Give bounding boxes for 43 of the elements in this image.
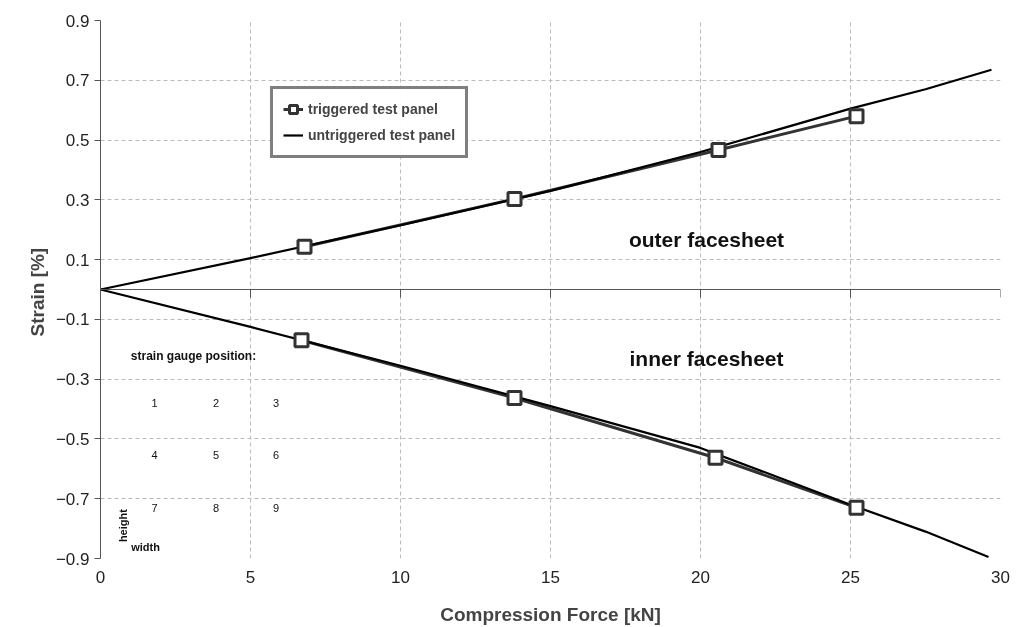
- legend-label: untriggered test panel: [308, 127, 456, 143]
- x-tick-label: 20: [691, 567, 710, 587]
- annotation: height: [117, 508, 129, 543]
- annotation: 6: [272, 448, 280, 461]
- y-tick-label: −0.1: [55, 310, 90, 330]
- y-tick-label: −0.3: [55, 370, 90, 390]
- y-tick-label: −0.7: [55, 489, 90, 509]
- annotation: strain gauge position:: [130, 349, 257, 364]
- y-axis-title: Strain [%]: [26, 247, 48, 337]
- annotation: 2: [212, 397, 220, 410]
- x-tick-label: 25: [841, 567, 860, 587]
- point: [293, 332, 310, 349]
- legend-label: triggered test panel: [308, 101, 438, 117]
- y-tick-label: 0.3: [65, 190, 90, 210]
- point: [296, 238, 313, 255]
- point: [506, 390, 523, 406]
- y-tick-label: 0.1: [65, 250, 90, 270]
- annotation: 1: [151, 397, 158, 410]
- point: [506, 190, 523, 207]
- point: [848, 108, 865, 125]
- y-tick-label: 0.5: [65, 131, 90, 151]
- point: [710, 141, 727, 158]
- y-tick-label: 0.9: [65, 11, 90, 31]
- x-axis-title: Compression Force [kN]: [440, 603, 661, 625]
- y-tick-label: −0.9: [55, 549, 90, 569]
- point: [707, 449, 724, 466]
- x-tick-label: 30: [991, 567, 1010, 587]
- annotation: outer facesheet: [628, 228, 785, 252]
- x-tick-label: 5: [245, 567, 256, 587]
- annotation: 8: [212, 501, 220, 514]
- point: [848, 499, 865, 516]
- annotation: inner facesheet: [629, 346, 784, 370]
- annotation: 5: [212, 448, 220, 461]
- y-tick-label: 0.7: [65, 71, 90, 91]
- y-tick-label: −0.5: [55, 429, 90, 449]
- x-tick-label: 10: [391, 567, 410, 587]
- annotation: 7: [151, 501, 158, 514]
- x-tick-label: 0: [95, 567, 106, 587]
- annotation: 9: [272, 501, 280, 514]
- x-tick-label: 15: [541, 567, 560, 587]
- annotation: 3: [272, 397, 280, 410]
- annotation: width: [130, 540, 161, 553]
- annotation: 4: [151, 448, 158, 461]
